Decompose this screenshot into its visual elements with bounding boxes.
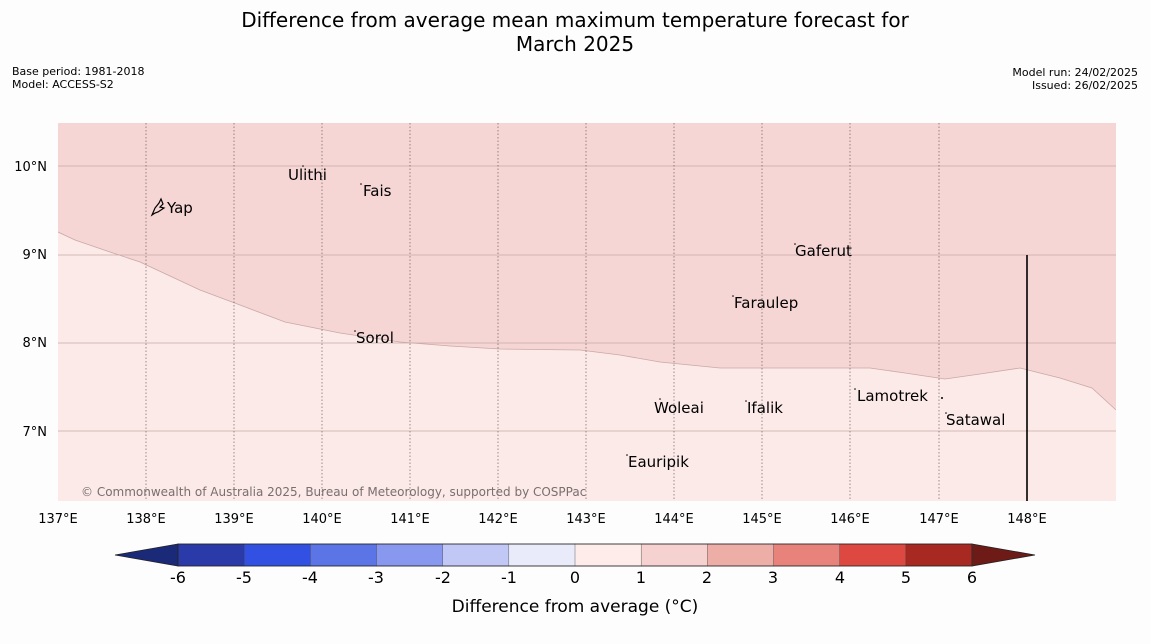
colorbar-tick: 6 xyxy=(967,568,977,587)
place-labels: Yap Ulithi Fais Gaferut Faraulep Sorol W… xyxy=(166,166,1005,471)
colorbar-cell xyxy=(442,543,510,567)
lat-tick: 10°N xyxy=(14,160,47,175)
lon-tick: 139°E xyxy=(214,512,254,527)
colorbar-tick: 5 xyxy=(901,568,911,587)
place-gaferut: Gaferut xyxy=(795,242,852,260)
colorbar-cell xyxy=(773,543,841,567)
place-eauripik: Eauripik xyxy=(628,453,689,471)
map-area: Yap Ulithi Fais Gaferut Faraulep Sorol W… xyxy=(58,123,1116,501)
lon-tick: 147°E xyxy=(919,512,959,527)
lat-tick: 9°N xyxy=(23,248,48,263)
colorbar-tick: 1 xyxy=(636,568,646,587)
lon-gridlines xyxy=(145,123,940,501)
lat-tick-labels: 10°N 9°N 8°N 7°N xyxy=(14,160,47,440)
chart-title: Difference from average mean maximum tem… xyxy=(0,8,1150,56)
model-name: Model: ACCESS-S2 xyxy=(12,78,114,91)
colorbar-tick: 4 xyxy=(835,568,845,587)
lon-tick: 140°E xyxy=(302,512,342,527)
colorbar-tick: -6 xyxy=(170,568,186,587)
colorbar-tick: -5 xyxy=(236,568,252,587)
place-fais: Fais xyxy=(363,182,392,200)
place-ulithi: Ulithi xyxy=(288,166,327,184)
lon-tick: 144°E xyxy=(654,512,694,527)
colorbar-cell xyxy=(574,543,642,567)
colorbar-cell xyxy=(243,543,312,567)
colorbar-frame xyxy=(177,543,973,567)
colorbar-over-arrow xyxy=(971,543,1036,567)
lon-tick: 143°E xyxy=(566,512,606,527)
lat-gridlines xyxy=(58,165,1116,432)
copyright-notice: © Commonwealth of Australia 2025, Bureau… xyxy=(81,485,586,499)
colorbar-tick: 2 xyxy=(702,568,712,587)
colorbar-under-arrow xyxy=(114,543,179,567)
issued-date: Issued: 26/02/2025 xyxy=(1031,79,1138,92)
base-period: Base period: 1981-2018 xyxy=(12,65,145,78)
place-woleai: Woleai xyxy=(654,399,704,417)
colorbar-tick: -2 xyxy=(435,568,451,587)
yap-island-outline xyxy=(150,197,166,217)
colorbar-cell xyxy=(905,543,973,567)
colorbar-cell xyxy=(839,543,907,567)
model-run: Model run: 24/02/2025 xyxy=(1012,66,1138,79)
place-yap: Yap xyxy=(166,199,193,217)
place-faraulep: Faraulep xyxy=(734,294,798,312)
colorbar: -6 -5 -4 -3 -2 -1 0 1 2 3 4 5 6 Differen… xyxy=(114,543,1036,617)
lon-tick: 146°E xyxy=(830,512,870,527)
island-dots xyxy=(302,165,947,456)
meta-left: Base period: 1981-2018 Model: ACCESS-S2 xyxy=(12,65,144,91)
colorbar-tick: 0 xyxy=(570,568,580,587)
colorbar-tick: -4 xyxy=(302,568,318,587)
colorbar-cell xyxy=(376,543,444,567)
colorbar-cell xyxy=(310,543,378,567)
lat-tick: 8°N xyxy=(23,336,48,351)
lon-tick: 138°E xyxy=(126,512,166,527)
lon-tick: 137°E xyxy=(38,512,78,527)
lon-tick: 148°E xyxy=(1007,512,1047,527)
region-boundary xyxy=(58,231,1116,411)
place-sorol: Sorol xyxy=(356,329,394,347)
title-line-1: Difference from average mean maximum tem… xyxy=(241,8,909,32)
colorbar-cell xyxy=(177,543,245,567)
title-line-2: March 2025 xyxy=(515,32,635,56)
lon-tick: 141°E xyxy=(390,512,430,527)
place-satawal: Satawal xyxy=(946,411,1005,429)
meta-right: Model run: 24/02/2025 Issued: 26/02/2025 xyxy=(1012,66,1138,92)
colorbar-tick: -3 xyxy=(368,568,384,587)
lon-tick-labels: 137°E 138°E 139°E 140°E 141°E 142°E 143°… xyxy=(38,512,1047,527)
anomaly-region-0-to-1 xyxy=(58,232,1116,501)
lon-tick: 145°E xyxy=(742,512,782,527)
colorbar-tick: 3 xyxy=(768,568,778,587)
lon-tick: 142°E xyxy=(478,512,518,527)
lat-tick: 7°N xyxy=(23,425,48,440)
place-lamotrek: Lamotrek xyxy=(857,387,928,405)
place-ifalik: Ifalik xyxy=(747,399,783,417)
colorbar-cell xyxy=(640,543,709,567)
colorbar-cell xyxy=(508,543,576,567)
colorbar-tick: -1 xyxy=(501,568,517,587)
colorbar-cell xyxy=(707,543,775,567)
colorbar-label: Difference from average (°C) xyxy=(452,597,699,617)
